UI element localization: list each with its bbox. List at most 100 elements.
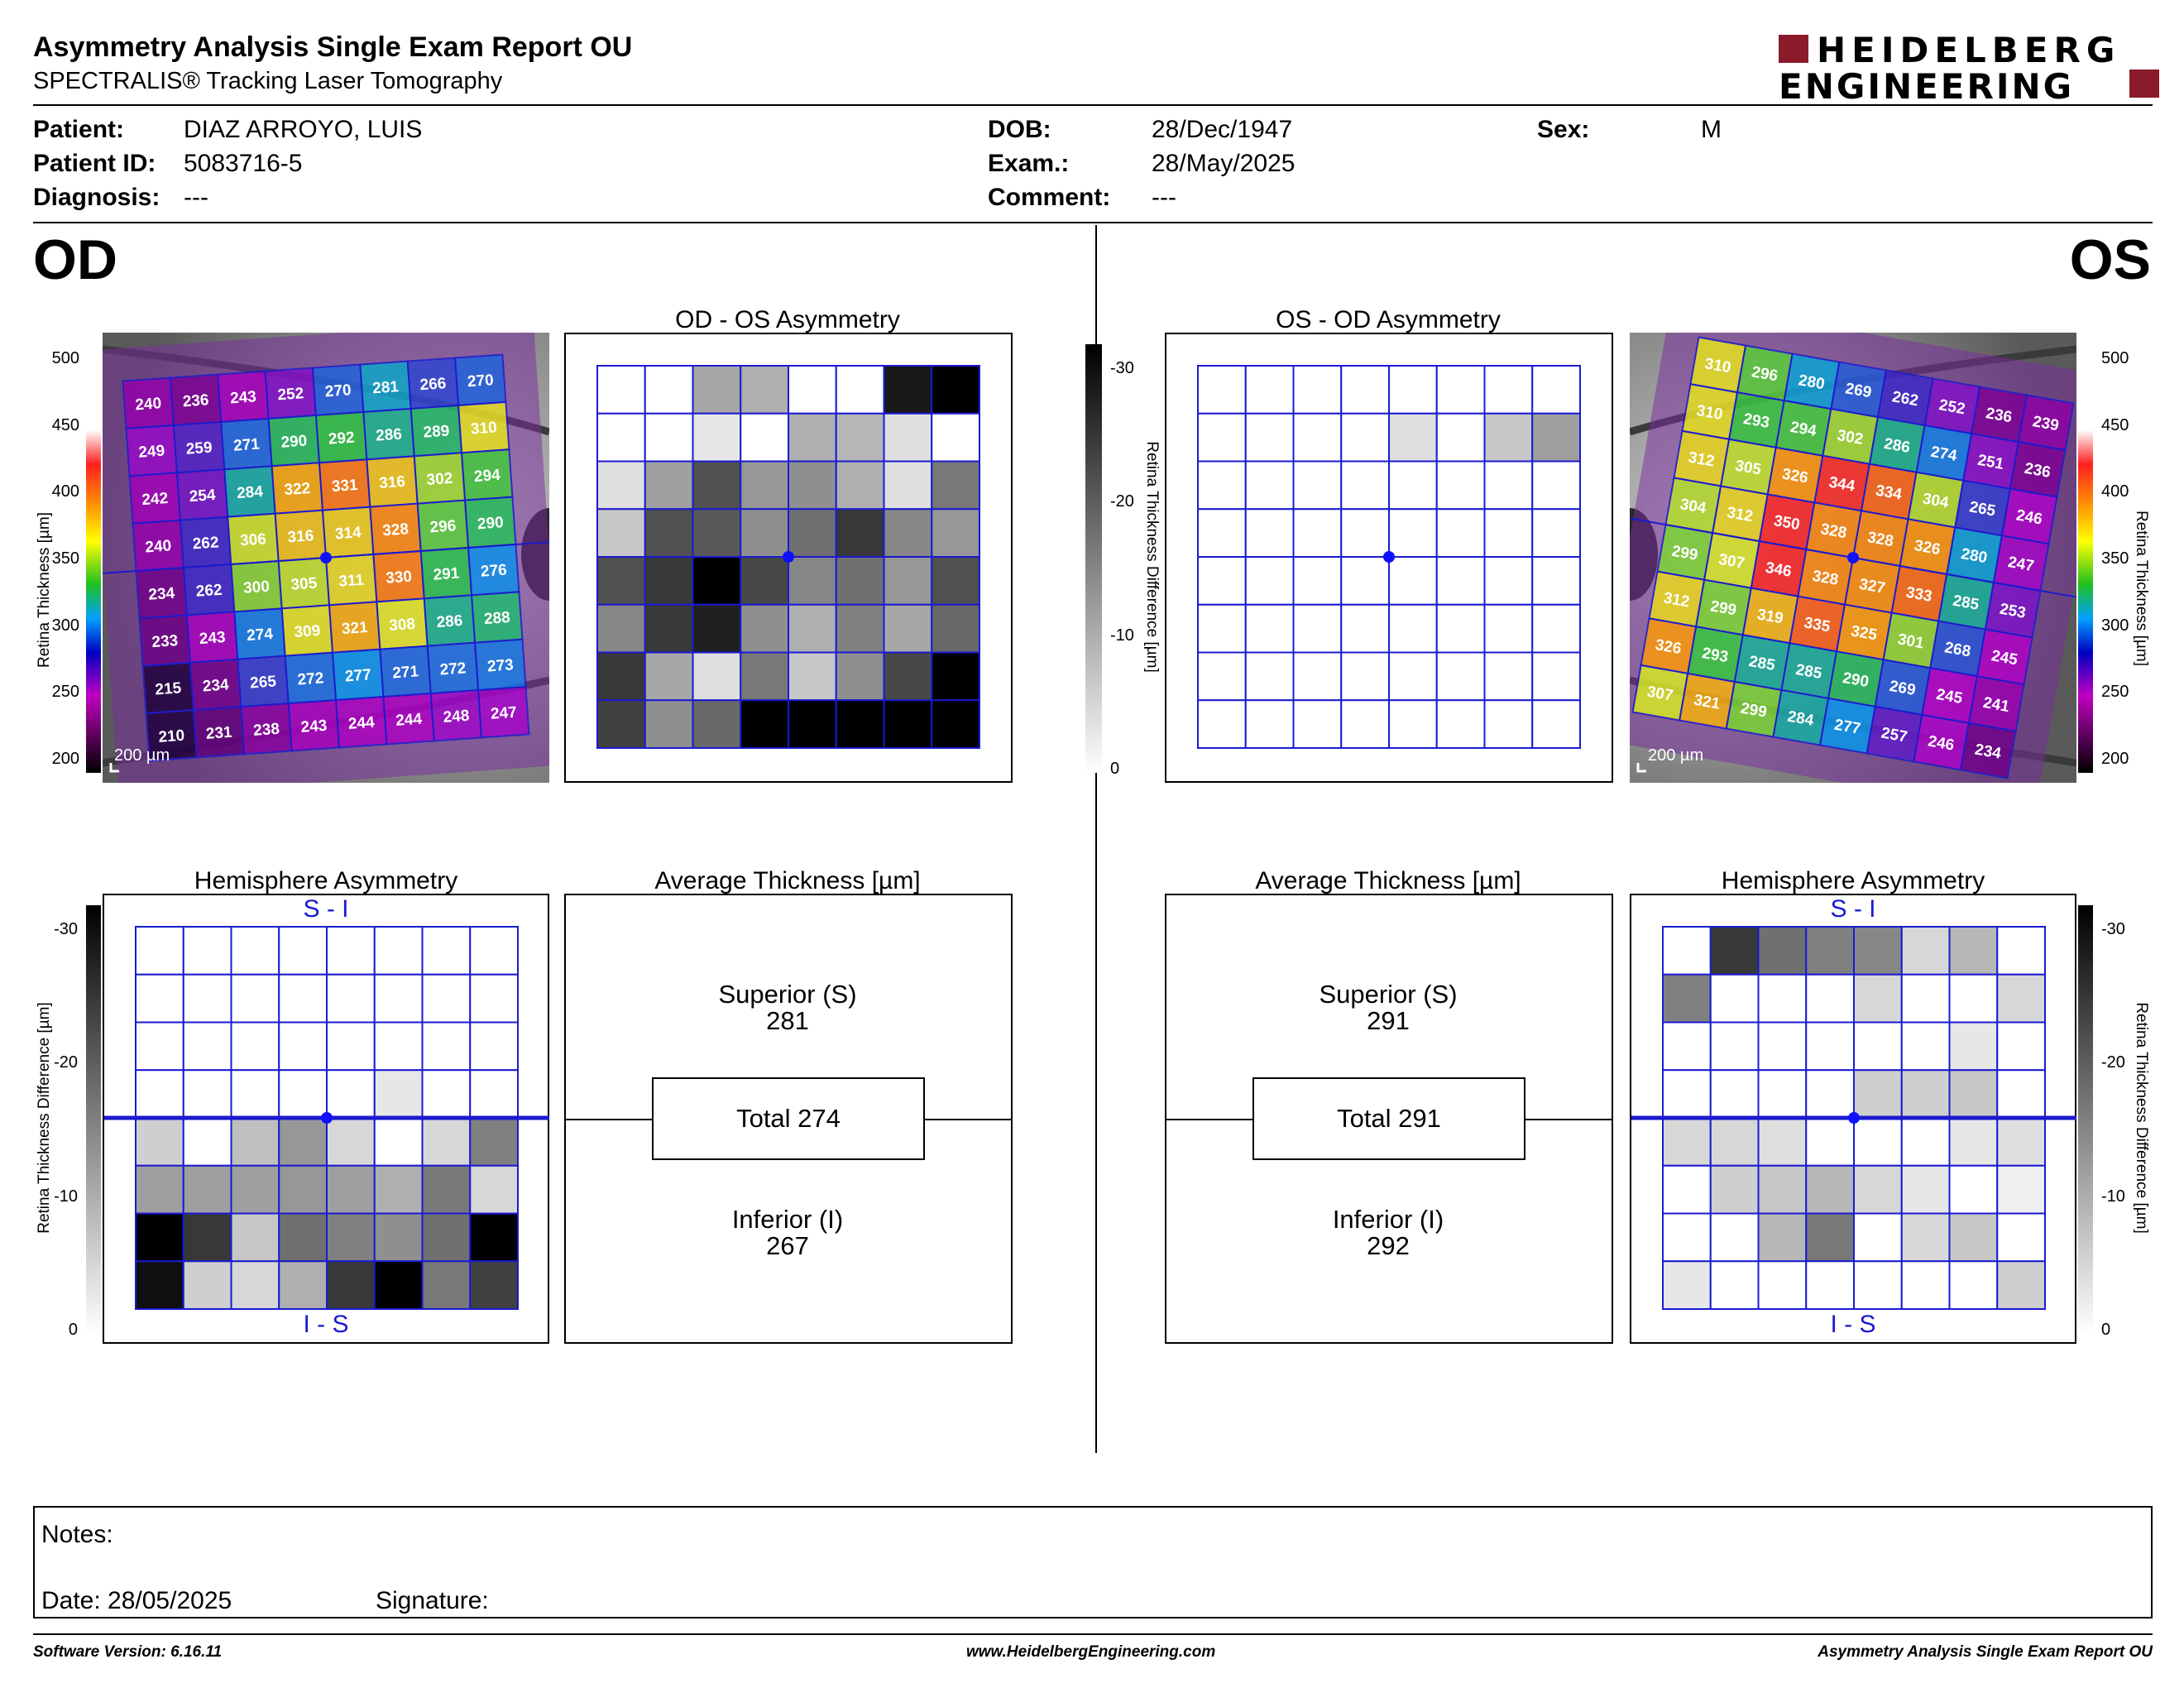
od-asym-cell (788, 651, 837, 702)
notes-box[interactable] (33, 1506, 2153, 1618)
od-asym-cell (644, 651, 694, 702)
software-version: Software Version: 6.16.11 (33, 1643, 223, 1661)
os-hemi-cell (1853, 1212, 1903, 1263)
od-fundus-cell-value: 321 (341, 619, 369, 638)
od-hemi-cell (182, 1021, 232, 1072)
os-asym-cell (1197, 699, 1247, 749)
od-hemi-cell (326, 1117, 376, 1167)
od-asym-cell (692, 412, 742, 463)
logo-red-block-top (1779, 35, 1808, 63)
od-hemi-cell (421, 926, 472, 976)
od-asym-cell (788, 365, 837, 415)
od-fundus-cell-value: 243 (199, 629, 226, 648)
os-hemi-cell (1662, 1164, 1712, 1215)
os-hemi-cell (1709, 1164, 1760, 1215)
od-thickness-tick: 450 (51, 415, 79, 434)
od-hemi-cell (373, 1212, 424, 1263)
od-asym-cell (788, 556, 837, 606)
os-asym-cell (1388, 651, 1438, 702)
os-asym-cell (1531, 699, 1581, 749)
od-hemi-cell (326, 1069, 376, 1119)
patient-rule (33, 222, 2153, 223)
od-asym-cell (692, 556, 742, 606)
os-hemi-cell (1662, 1069, 1712, 1119)
os-thickness-colorbar-gradient (2078, 344, 2093, 773)
logo-line1: HEIDELBERG (1817, 30, 2121, 70)
os-hemi-cell (1853, 1260, 1903, 1310)
od-fundus-cell-value: 254 (189, 487, 217, 506)
od-hemi-grid (104, 926, 549, 1310)
os-asym-cell (1244, 412, 1295, 463)
os-total: Total 291 (1252, 1077, 1525, 1160)
os-asym-cell (1292, 699, 1343, 749)
od-hemi-cell (135, 1069, 184, 1119)
os-asym-cell (1197, 651, 1247, 702)
os-hemi-colorbar (2078, 905, 2093, 1334)
os-asym-cell (1340, 699, 1390, 749)
os-hemi-cell (1996, 1021, 2046, 1072)
website-link[interactable]: www.HeidelbergEngineering.com (966, 1643, 1216, 1661)
os-hemi-cell (1757, 1069, 1808, 1119)
comment-value: --- (1152, 184, 1176, 211)
od-fundus-cell-value: 288 (483, 609, 510, 628)
od-hemi-cell (230, 926, 280, 976)
od-asym-cell (740, 651, 789, 702)
od-hemi-fovea (321, 1112, 333, 1124)
od-thickness-axis-label: Retina Thickness [µm] (36, 512, 53, 668)
os-hemi-grid (1631, 926, 2076, 1310)
od-hemi-cell (326, 1212, 376, 1263)
os-asym-cell (1531, 508, 1581, 558)
od-hemi-title: Hemisphere Asymmetry (194, 867, 458, 894)
os-hemi-cell (1948, 1117, 1999, 1167)
od-superior-value: 281 (766, 1006, 809, 1035)
od-asym-cell (596, 508, 646, 558)
logo-red-block-bottom (2129, 70, 2159, 98)
od-fundus-cell-value: 234 (148, 585, 176, 604)
os-hemi-cell (1900, 1117, 1951, 1167)
od-fundus-cell-value: 252 (277, 385, 304, 404)
od-asym-cell (883, 412, 933, 463)
od-asym-cell (835, 365, 885, 415)
od-asym-cell (740, 365, 789, 415)
od-fundus-cell-value: 290 (477, 514, 504, 533)
os-asym-cell (1531, 651, 1581, 702)
os-hemi-cell (1662, 973, 1712, 1024)
os-asym-cell (1197, 365, 1247, 415)
od-inferior-value: 267 (766, 1231, 809, 1260)
od-hemi-cell (469, 1069, 519, 1119)
od-avg-title: Average Thickness [µm] (654, 867, 921, 894)
os-asym-cell (1388, 699, 1438, 749)
notes-label: Notes: (41, 1521, 113, 1548)
os-asym-cell (1244, 365, 1295, 415)
os-hemi-cell (1996, 1260, 2046, 1310)
od-asym-cell (788, 603, 837, 654)
os-asym-cell (1483, 699, 1534, 749)
od-hemi-tick: -10 (54, 1187, 78, 1206)
od-fundus-cell-value: 284 (237, 483, 265, 502)
od-fundus-cell-value: 236 (182, 391, 209, 410)
od-hemi-cell (373, 1021, 424, 1072)
od-hemi-cell (230, 1117, 280, 1167)
sex-label: Sex: (1537, 116, 1590, 143)
od-hemi-cell (373, 973, 424, 1024)
os-hemi-cell (1948, 1069, 1999, 1119)
od-fundus-cell-value: 286 (376, 425, 403, 444)
os-thickness-tick: 500 (2101, 349, 2129, 367)
od-asym-cell (692, 365, 742, 415)
od-fundus-cell-value: 210 (158, 727, 185, 746)
od-inferior-label: Inferior (I) (731, 1205, 844, 1234)
od-asym-cell (835, 651, 885, 702)
os-hemi-cell (1709, 1069, 1760, 1119)
center-diff-colorbar-gradient (1085, 344, 1102, 773)
od-asym-cell (931, 651, 980, 702)
os-hemi-cell (1757, 1021, 1808, 1072)
od-hemi-cell (278, 926, 328, 976)
od-asym-cell (883, 651, 933, 702)
os-hemi-cell (1996, 1117, 2046, 1167)
od-hemi-cell (278, 973, 328, 1024)
od-asym-cell (883, 508, 933, 558)
od-hemi-cell (373, 926, 424, 976)
od-hemi-tick: -20 (54, 1053, 78, 1072)
od-fundus-cell-value: 247 (490, 704, 517, 723)
os-asym-cell (1197, 460, 1247, 511)
